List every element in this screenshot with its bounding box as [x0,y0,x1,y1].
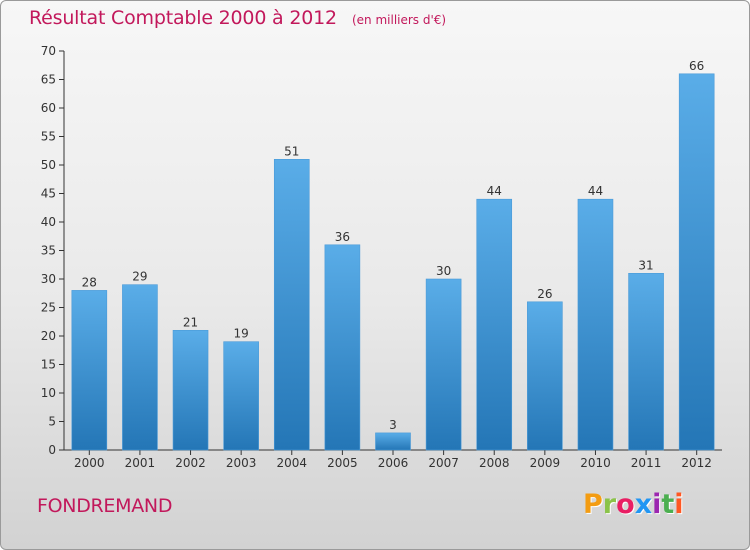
data-label-2011: 31 [638,258,653,272]
title-row: Résultat Comptable 2000 à 2012 (en milli… [29,7,446,29]
bar-2006 [375,432,411,451]
data-label-2004: 51 [284,144,299,158]
logo-letter: P [583,489,603,520]
logo-letter: i [674,489,684,520]
bar-2001 [122,284,158,451]
chart-subtitle: (en milliers d'€) [351,13,447,27]
data-label-2005: 36 [335,230,350,244]
chart-title: Résultat Comptable 2000 à 2012 [29,7,337,29]
data-label-2010: 44 [588,184,603,198]
bar-2008 [476,198,513,451]
x-tick-label-2001: 2001 [125,456,156,470]
y-axis: 0 5 10 15 20 25 30 35 40 45 50 55 60 65 70 [41,44,65,457]
data-label-2012: 66 [689,59,704,73]
y-tick-label: 40 [41,215,56,229]
y-tick-label: 20 [41,329,56,343]
bar-2007 [425,278,462,451]
bar-2005 [324,244,361,451]
y-tick-label: 5 [48,415,56,429]
bar-2003 [223,341,259,451]
logo-letter: o [616,489,635,520]
x-tick-label-2004: 2004 [276,456,307,470]
x-tick-label-2007: 2007 [428,456,459,470]
bar-2010 [577,198,614,451]
y-tick-label: 25 [41,301,56,315]
data-label-2001: 29 [132,270,147,284]
data-label-2000: 28 [82,275,97,289]
y-tick-label: 10 [41,386,56,400]
logo-letter: x [634,489,653,520]
x-tick-label-2006: 2006 [378,456,409,470]
y-tick-label: 30 [41,272,56,286]
y-tick-label: 65 [41,73,56,87]
y-tick-label: 60 [41,101,56,115]
bar-2009 [527,301,563,451]
x-tick-label-2012: 2012 [681,456,712,470]
x-tick-label-2010: 2010 [580,456,611,470]
x-tick-label-2008: 2008 [479,456,510,470]
logo-letter: t [661,489,675,520]
data-label-2002: 21 [183,315,198,329]
commune-name: FONDREMAND [37,495,173,517]
y-tick-label: 15 [41,358,56,372]
bar-2011 [628,272,664,451]
x-tick-label-2002: 2002 [175,456,206,470]
bar-2002 [172,329,209,451]
data-label-2008: 44 [487,184,502,198]
proxiti-logo[interactable]: Proxiti [583,489,684,520]
bar-2000 [71,290,108,451]
logo-letter: r [602,489,617,520]
data-label-2009: 26 [537,287,552,301]
x-tick-label-2011: 2011 [631,456,662,470]
bar-2004 [273,159,310,451]
x-tick-label-2003: 2003 [226,456,257,470]
bars [71,73,715,451]
y-tick-label: 70 [41,44,56,58]
data-label-2006: 3 [389,418,397,432]
y-tick-label: 45 [41,187,56,201]
y-tick-label: 35 [41,244,56,258]
data-label-2007: 30 [436,264,451,278]
y-tick-label: 50 [41,158,56,172]
x-tick-label-2009: 2009 [530,456,561,470]
x-tick-label-2000: 2000 [74,456,105,470]
bar-2012 [678,73,715,451]
x-axis: 2000 2001 2002 2003 2004 2005 2006 2007 2008 2009… [64,449,722,470]
y-tick-label: 0 [48,443,56,457]
data-label-2003: 19 [234,327,249,341]
y-tick-label: 55 [41,130,56,144]
logo-letter: i [652,489,662,520]
data-labels: 28 29 21 19 51 36 3 30 44 26 44 31 66 [82,59,705,432]
x-tick-label-2005: 2005 [327,456,358,470]
